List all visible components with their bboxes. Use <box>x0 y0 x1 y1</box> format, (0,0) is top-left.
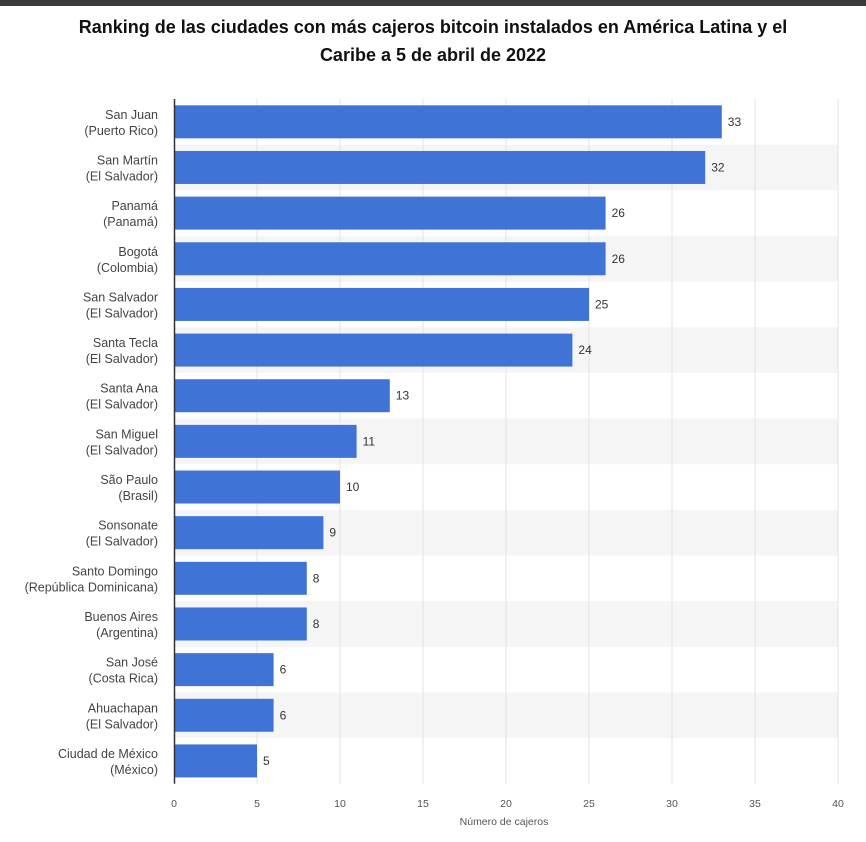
category-label: (Colombia) <box>97 261 158 275</box>
category-label: Ahuachapan <box>88 701 158 715</box>
bar <box>174 287 589 321</box>
value-label: 11 <box>363 434 376 448</box>
category-label: (El Salvador) <box>86 398 158 412</box>
category-label: (Panamá) <box>103 215 158 229</box>
category-label: San José <box>106 656 158 670</box>
category-label: (El Salvador) <box>86 169 158 183</box>
category-label: (El Salvador) <box>86 443 158 457</box>
bar <box>174 333 573 367</box>
bar <box>174 607 307 641</box>
x-tick-label: 30 <box>666 798 678 810</box>
category-label: Panamá <box>111 199 158 213</box>
x-axis-title: Número de cajeros <box>460 816 549 828</box>
chart-title-line-1: Ranking de las ciudades con más cajeros … <box>78 17 788 37</box>
value-label: 26 <box>612 206 626 220</box>
x-tick-label: 5 <box>254 798 260 810</box>
bar <box>174 105 722 139</box>
value-label: 6 <box>280 708 287 722</box>
bar <box>174 744 257 778</box>
chart-title: Ranking de las ciudades con más cajeros … <box>20 13 846 69</box>
category-label: Ciudad de México <box>58 747 158 761</box>
bar <box>174 150 706 184</box>
value-label: 10 <box>346 480 360 494</box>
value-label: 13 <box>396 389 410 403</box>
bar <box>174 379 390 413</box>
category-label: San Salvador <box>83 290 158 304</box>
value-label: 5 <box>263 754 270 768</box>
category-label: Santa Ana <box>100 382 158 396</box>
category-label: San Martín <box>97 153 158 167</box>
category-label: San Miguel <box>95 427 158 441</box>
category-label: Bogotá <box>118 245 158 259</box>
category-label: (Brasil) <box>118 489 158 503</box>
value-label: 9 <box>329 526 336 540</box>
category-label: (El Salvador) <box>86 306 158 320</box>
category-label: Santa Tecla <box>93 336 158 350</box>
category-label: São Paulo <box>100 473 158 487</box>
category-label: (El Salvador) <box>86 352 158 366</box>
value-label: 32 <box>711 160 725 174</box>
bar <box>174 561 307 595</box>
bar <box>174 242 606 276</box>
bar <box>174 424 357 458</box>
category-label: Santo Domingo <box>72 564 158 578</box>
value-label: 6 <box>280 663 287 677</box>
category-label: (El Salvador) <box>86 535 158 549</box>
x-tick-label: 40 <box>832 798 844 810</box>
value-label: 33 <box>728 115 742 129</box>
category-label: Buenos Aires <box>84 610 158 624</box>
bar <box>174 653 274 687</box>
chart-title-line-2: Caribe a 5 de abril de 2022 <box>319 45 547 65</box>
x-tick-label: 10 <box>334 798 346 810</box>
bar <box>174 470 340 504</box>
category-label: (Costa Rica) <box>89 672 158 686</box>
category-label: San Juan <box>105 108 158 122</box>
x-tick-label: 25 <box>583 798 595 810</box>
value-label: 8 <box>313 571 320 585</box>
value-label: 24 <box>578 343 592 357</box>
value-label: 25 <box>595 297 609 311</box>
category-label: (Argentina) <box>96 626 158 640</box>
category-label: (El Salvador) <box>86 717 158 731</box>
x-tick-label: 35 <box>749 798 761 810</box>
value-label: 8 <box>313 617 320 631</box>
category-label: (Puerto Rico) <box>84 124 158 138</box>
bar <box>174 196 606 230</box>
value-label: 26 <box>612 252 626 266</box>
x-tick-label: 0 <box>171 798 177 810</box>
category-label: (República Dominicana) <box>25 580 158 594</box>
x-tick-label: 20 <box>500 798 512 810</box>
top-strip <box>0 0 866 6</box>
bar <box>174 516 324 550</box>
x-tick-label: 15 <box>417 798 429 810</box>
category-label: (México) <box>110 763 158 777</box>
bar <box>174 698 274 732</box>
category-label: Sonsonate <box>98 519 158 533</box>
